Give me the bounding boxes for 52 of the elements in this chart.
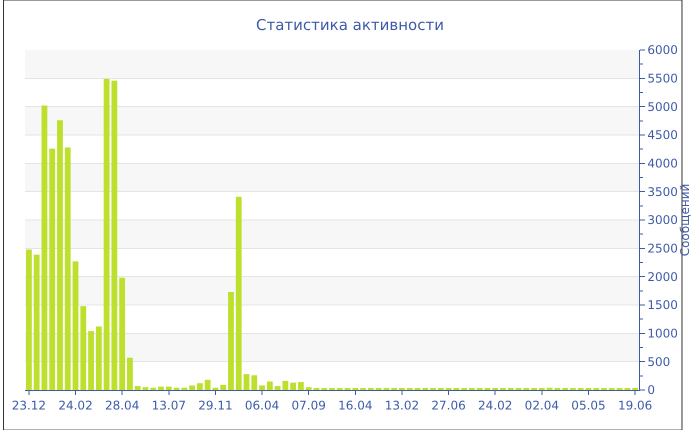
x-tick-label: 02.04: [524, 398, 560, 412]
x-tick-label: 07.09: [292, 398, 326, 412]
bar: [72, 261, 78, 390]
bar: [189, 385, 196, 390]
bar: [57, 120, 63, 390]
bar: [220, 384, 226, 390]
y-tick-label: 2000: [647, 270, 678, 284]
bar: [134, 386, 141, 390]
bar: [88, 331, 94, 390]
x-tick-label: 28.04: [104, 398, 140, 412]
y-tick-label: 0: [647, 383, 656, 398]
x-tick-label: 05.05: [571, 398, 606, 412]
bar: [42, 106, 48, 390]
y-axis-title: Сообщений: [678, 184, 692, 256]
y-tick-label: 500: [647, 354, 670, 369]
x-tick-label: 13.02: [384, 398, 420, 412]
bar: [228, 292, 234, 390]
bar: [251, 375, 258, 390]
y-tick-label: 1000: [647, 326, 678, 341]
bar: [80, 306, 86, 390]
x-tick-label: 23.12: [12, 398, 46, 412]
y-tick-label: 5000: [647, 100, 678, 114]
bar: [244, 374, 250, 390]
bar: [236, 196, 242, 390]
bar: [266, 382, 273, 390]
bar: [64, 147, 71, 390]
y-tick-label: 3000: [647, 213, 678, 228]
x-tick-label: 24.02: [58, 398, 93, 412]
bar: [274, 386, 281, 390]
y-tick-label: 3500: [647, 184, 678, 199]
x-tick-label: 06.04: [244, 398, 280, 412]
y-tick-label: 6000: [647, 43, 678, 58]
y-tick-label: 4500: [647, 128, 678, 142]
bar: [142, 387, 148, 390]
chart-title: Статистика активности: [256, 16, 444, 34]
bar: [259, 385, 265, 390]
y-tick-label: 2500: [647, 242, 678, 256]
y-tick-label: 1500: [647, 298, 678, 312]
bar: [127, 358, 133, 390]
x-tick-label: 27.06: [431, 398, 466, 412]
x-tick-label: 13.07: [152, 398, 186, 412]
x-tick-label: 24.02: [478, 398, 512, 412]
x-tick-label: 19.06: [618, 398, 652, 412]
y-tick-label: 5500: [647, 72, 678, 86]
x-tick-label: 16.04: [338, 398, 372, 412]
bar: [306, 387, 312, 390]
bar: [166, 386, 172, 390]
bar: [298, 382, 304, 390]
bar: [49, 148, 56, 390]
x-tick-label: 29.11: [198, 398, 233, 412]
y-tick-label: 4000: [647, 156, 678, 171]
bar: [158, 386, 164, 390]
